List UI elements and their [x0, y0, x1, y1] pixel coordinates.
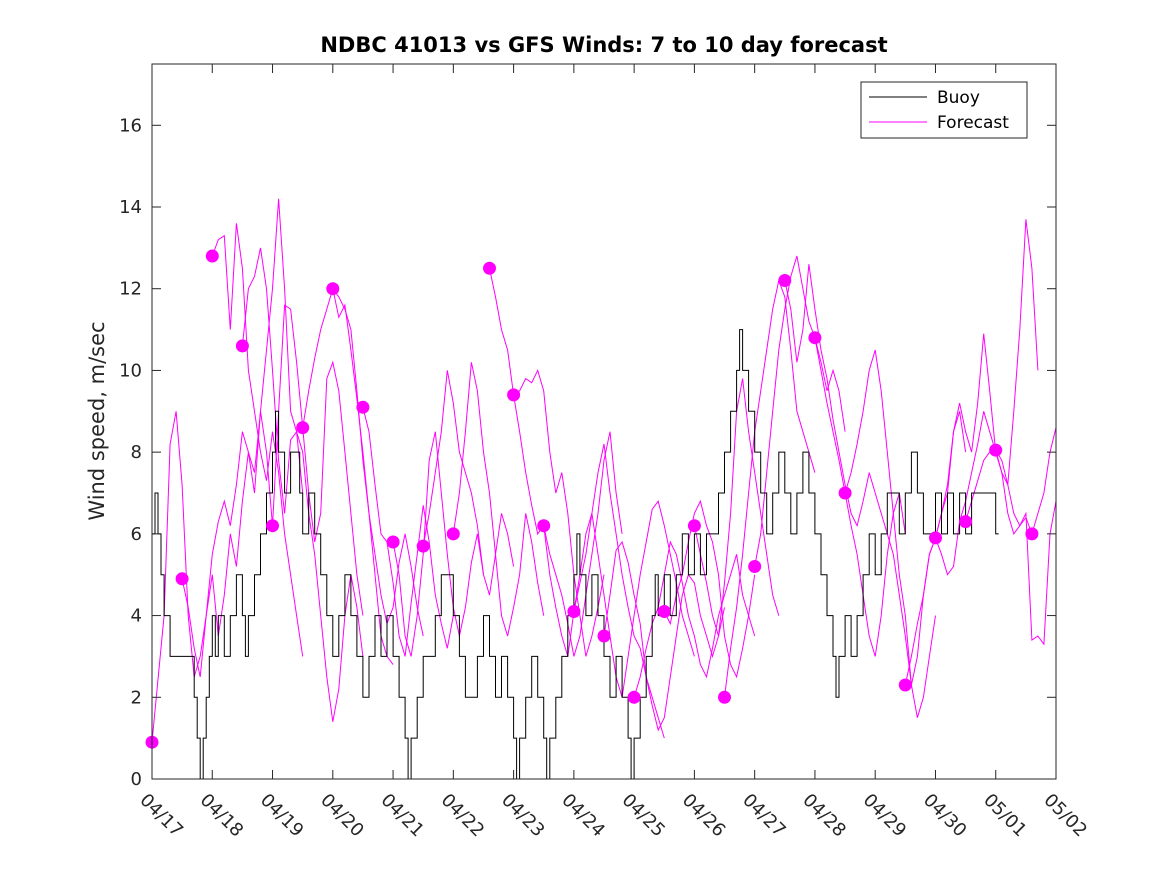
forecast-marker-19	[718, 690, 731, 704]
forecast-marker-8	[386, 535, 400, 549]
forecast-marker-4	[266, 519, 279, 533]
forecast-marker-12	[507, 388, 521, 402]
forecast-marker-27	[989, 443, 1003, 457]
y-tick-label: 0	[131, 769, 142, 790]
forecast-marker-22	[808, 331, 822, 345]
forecast-line-13	[543, 443, 665, 739]
plot-marks	[145, 198, 1057, 780]
forecast-marker-17	[657, 605, 671, 618]
legend-box	[860, 81, 1028, 139]
forecast-line-7	[362, 407, 454, 657]
y-tick-label: 4	[131, 606, 142, 627]
forecast-line-1	[181, 198, 304, 678]
forecast-marker-28	[1025, 527, 1039, 541]
y-tick-label: 2	[131, 687, 142, 708]
forecast-line-21	[784, 264, 876, 528]
chart-title: NDBC 41013 vs GFS Winds: 7 to 10 day for…	[320, 33, 887, 57]
y-axis-label: Wind speed, m/sec	[85, 321, 109, 520]
forecast-marker-3	[235, 339, 249, 353]
y-tick-label: 10	[119, 360, 142, 381]
forecast-marker-24	[898, 678, 912, 692]
y-tick-label: 14	[119, 197, 142, 218]
forecast-line-9	[422, 370, 515, 596]
legend-label-forecast: Forecast	[937, 113, 1009, 133]
forecast-marker-25	[929, 531, 942, 545]
forecast-line-14	[573, 500, 695, 698]
forecast-marker-23	[838, 486, 852, 500]
forecast-line-2	[211, 223, 304, 657]
forecast-line-5	[302, 287, 394, 665]
forecast-line-6	[332, 288, 424, 637]
forecast-line-16	[633, 540, 756, 698]
y-tick-label: 8	[131, 442, 142, 463]
forecast-line-8	[392, 431, 484, 657]
y-tick-label: 6	[131, 524, 142, 545]
forecast-marker-7	[356, 400, 370, 414]
y-tick-label: 16	[119, 115, 142, 136]
forecast-marker-2	[205, 249, 219, 263]
buoy-line	[152, 329, 999, 780]
forecast-marker-20	[748, 560, 762, 573]
forecast-marker-5	[296, 421, 310, 435]
forecast-line-10	[452, 362, 545, 637]
forecast-marker-15	[597, 629, 611, 643]
forecast-line-27	[965, 449, 1057, 646]
forecast-line-3	[241, 247, 364, 722]
forecast-line-19	[724, 278, 816, 698]
plot-frame	[151, 63, 1057, 780]
forecast-marker-11	[483, 261, 496, 275]
forecast-line-15	[603, 540, 725, 732]
forecast-line-11	[489, 268, 605, 657]
forecast-marker-10	[446, 527, 460, 541]
forecast-line-28	[995, 427, 1057, 536]
forecast-line-26	[935, 219, 1039, 576]
forecast-line-23	[844, 349, 936, 718]
legend-label-buoy: Buoy	[937, 88, 980, 108]
forecast-marker-6	[326, 282, 340, 296]
forecast-marker-13	[537, 519, 551, 533]
forecast-marker-18	[687, 519, 701, 533]
forecast-line-20	[754, 255, 846, 567]
forecast-line-4	[272, 304, 364, 616]
y-tick-label: 12	[119, 279, 142, 300]
legend: Buoy Forecast	[860, 81, 1028, 139]
forecast-marker-16	[627, 690, 641, 704]
forecast-marker-14	[567, 605, 581, 618]
forecast-line-22	[814, 337, 906, 657]
forecast-marker-21	[778, 274, 792, 287]
forecast-marker-1	[175, 572, 189, 586]
forecast-line-25	[904, 333, 997, 686]
forecast-marker-9	[416, 539, 430, 553]
plot-area	[152, 64, 1056, 779]
forecast-line-0	[151, 411, 273, 743]
forecast-marker-26	[959, 515, 973, 529]
